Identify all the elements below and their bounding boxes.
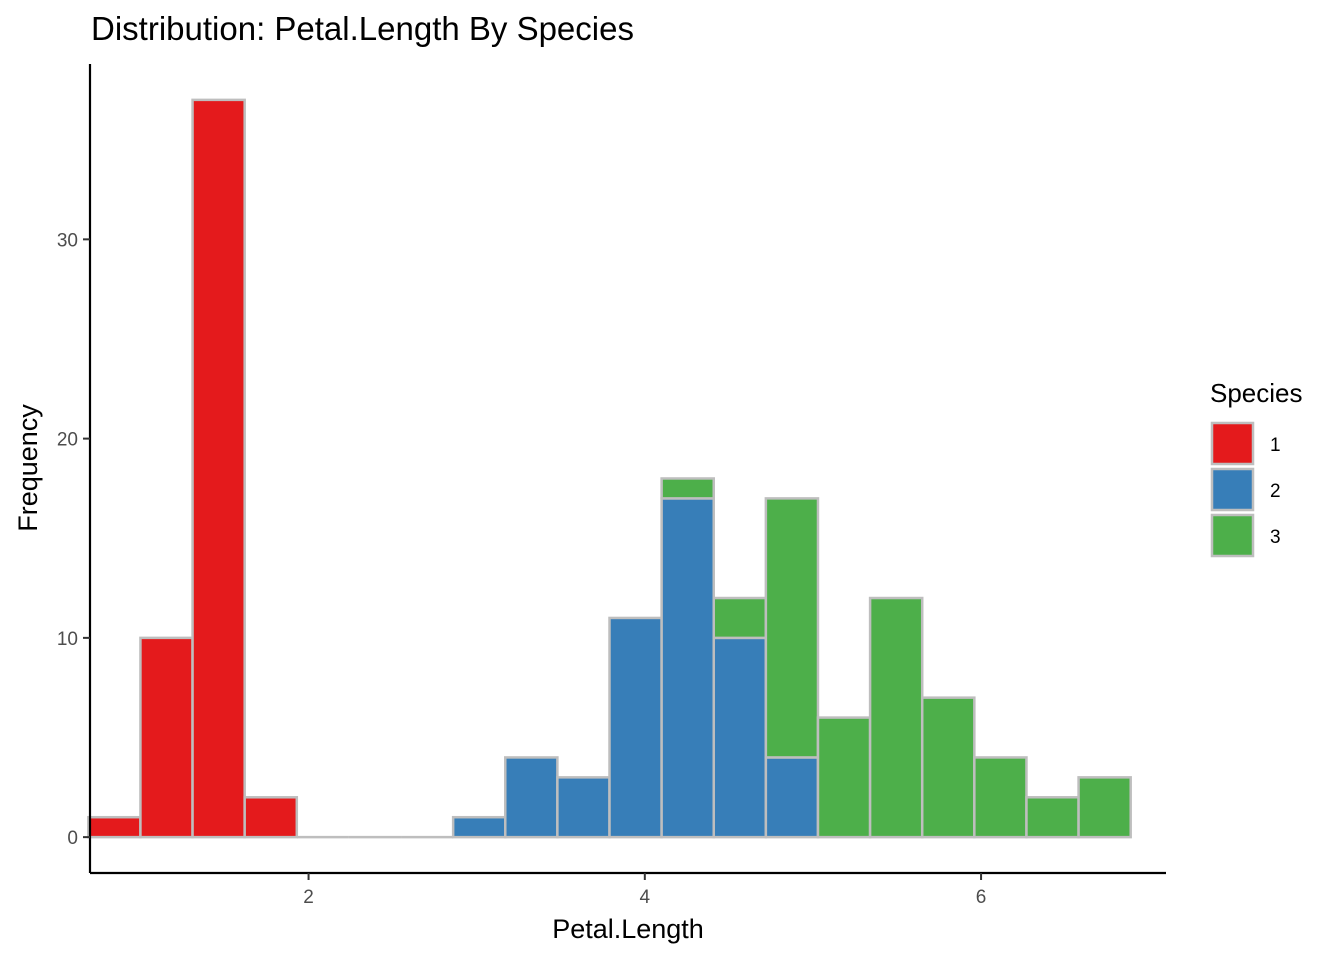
x-axis-title: Petal.Length: [552, 914, 704, 944]
histogram-bar-species-3: [764, 497, 820, 759]
bars-layer: [87, 98, 1132, 839]
chart-title: Distribution: Petal.Length By Species: [91, 10, 634, 47]
histogram-bar-species-1: [191, 98, 246, 839]
legend: Species 1 2 3: [1210, 378, 1303, 558]
legend-title: Species: [1210, 378, 1303, 408]
histogram-bar-species-3: [712, 596, 768, 640]
histogram-bar-species-3: [973, 756, 1028, 839]
histogram-bar-species-2: [451, 815, 507, 839]
x-axis-ticks: 2 4 6: [303, 873, 986, 908]
legend-key-species-1: [1210, 421, 1255, 466]
histogram-bar-species-1: [243, 796, 299, 839]
y-axis-title: Frequency: [13, 404, 43, 532]
histogram-bar-species-3: [1025, 796, 1080, 839]
y-tick-label: 20: [57, 430, 78, 451]
y-tick-label: 0: [67, 828, 78, 849]
histogram-bar-species-3: [1077, 776, 1132, 839]
legend-label: 1: [1270, 435, 1281, 456]
histogram-bar-species-1: [139, 636, 194, 839]
histogram-bar-species-3: [920, 696, 976, 839]
x-tick-label: 2: [303, 887, 314, 908]
legend-key-species-2: [1210, 467, 1255, 512]
histogram-bar-species-2: [608, 616, 663, 839]
x-tick-label: 6: [976, 887, 987, 908]
histogram-bar-species-2: [660, 497, 715, 839]
legend-label: 2: [1270, 481, 1281, 502]
y-tick-label: 30: [57, 230, 78, 251]
histogram-bar-species-3: [816, 716, 872, 839]
histogram-bar-species-3: [868, 596, 924, 839]
legend-key-species-3: [1210, 513, 1255, 558]
y-tick-label: 10: [57, 629, 78, 650]
y-axis-ticks: 0 10 20 30: [57, 230, 90, 849]
x-tick-label: 4: [640, 887, 651, 908]
histogram-bar-species-2: [712, 636, 768, 839]
histogram-bar-species-2: [764, 756, 820, 839]
histogram-bar-species-2: [504, 756, 559, 839]
histogram-bar-species-3: [660, 477, 715, 500]
legend-label: 3: [1270, 527, 1281, 548]
histogram-bar-species-2: [556, 776, 611, 839]
histogram-bar-species-1: [87, 815, 142, 839]
